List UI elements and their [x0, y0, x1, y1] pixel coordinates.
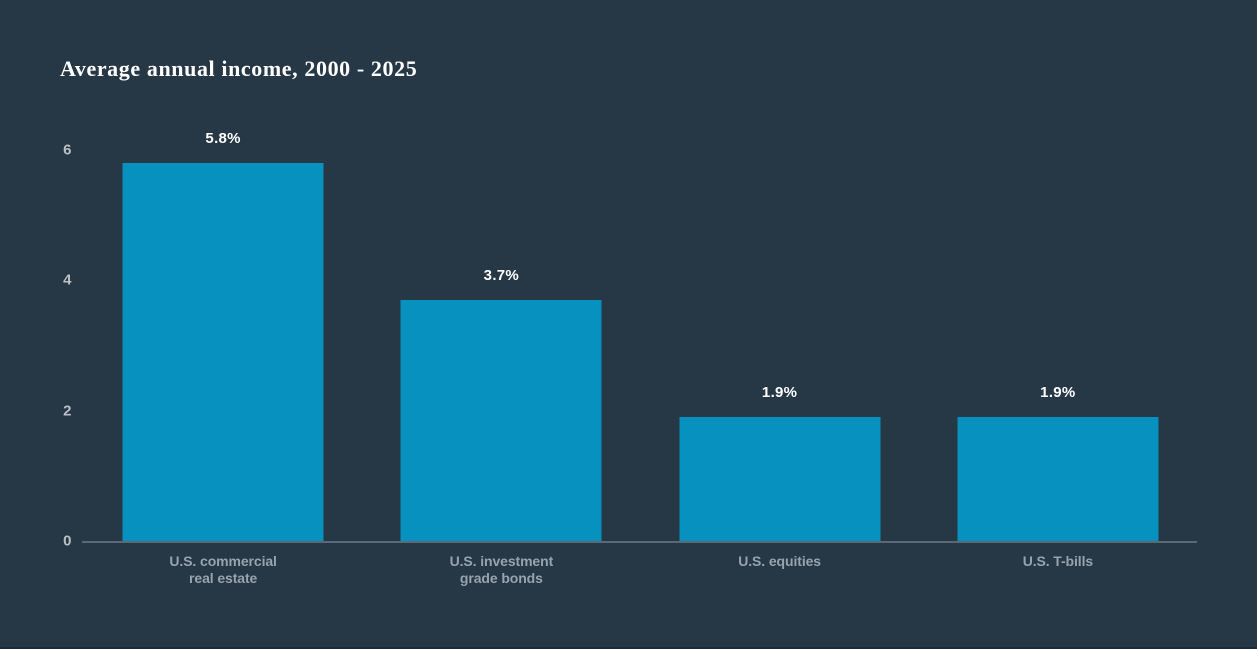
chart-title: Average annual income, 2000 - 2025 [60, 56, 418, 81]
bar [957, 417, 1159, 541]
bar [400, 299, 602, 541]
bar-value-label: 1.9% [761, 384, 798, 402]
category-label: U.S. commercial real estate [169, 553, 277, 587]
category-label-line: U.S. equities [738, 553, 821, 569]
category-label-line: U.S. T-bills [1022, 553, 1094, 569]
bar-value-label: 3.7% [483, 266, 520, 284]
bar-group: 1.9% U.S. T-bills [919, 150, 1197, 569]
y-axis-tick-label: 4 [63, 271, 72, 289]
category-label: U.S. investment grade bonds [450, 553, 554, 587]
y-axis-tick-label: 6 [63, 141, 72, 159]
category-label-line: real estate [189, 570, 258, 586]
category-label: U.S. T-bills [1023, 553, 1093, 570]
category-label: U.S. equities [738, 553, 821, 570]
plot-area: 5.8% U.S. commercial real estate 3.7% U.S. i… [82, 130, 1197, 586]
category-label-line: U.S. commercial [169, 553, 277, 569]
category-label-line: grade bonds [459, 570, 543, 586]
y-axis-tick-label: 0 [63, 532, 72, 550]
bars-container: 5.8% U.S. commercial real estate 3.7% U.S. i… [84, 130, 1197, 586]
category-label-line: U.S. investment [449, 553, 554, 569]
bar [122, 163, 324, 541]
y-axis: 0 2 4 6 [40, 142, 72, 550]
bar-group: 5.8% U.S. commercial real estate [84, 130, 362, 586]
bottom-edge [0, 647, 1257, 649]
bar-group: 3.7% U.S. investment grade bonds [362, 150, 640, 586]
y-axis-tick-label: 2 [63, 402, 72, 420]
bar-value-label: 1.9% [1040, 384, 1076, 402]
bar [679, 417, 881, 541]
bar-group: 1.9% U.S. equities [641, 150, 919, 569]
bar-value-label: 5.8% [205, 130, 241, 148]
x-axis-line [82, 541, 1197, 543]
